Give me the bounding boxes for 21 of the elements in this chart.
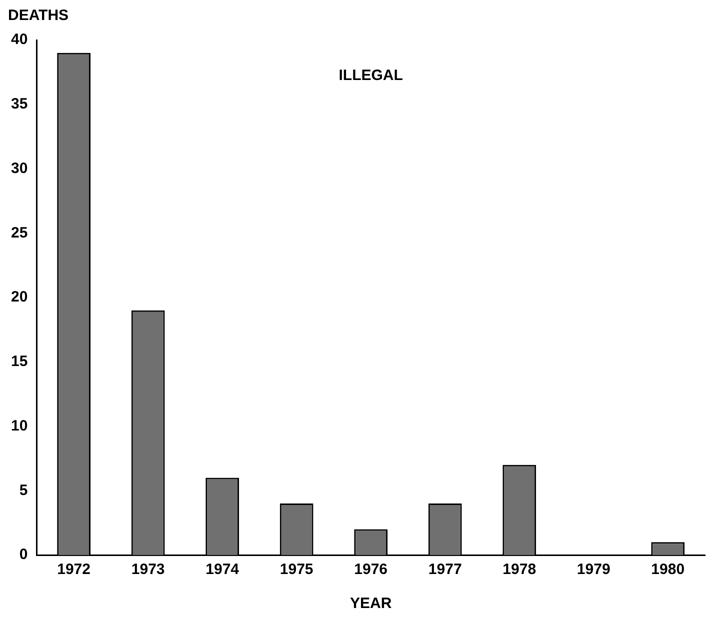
y-tick-label: 30 xyxy=(10,160,28,177)
y-tick-label: 0 xyxy=(19,546,28,564)
y-tick-label: 5 xyxy=(19,482,28,499)
x-tick-label: 1980 xyxy=(651,561,685,578)
x-tick-label: 1973 xyxy=(131,561,165,578)
y-axis-title: DEATHS xyxy=(8,7,69,24)
y-tick-label: 20 xyxy=(10,288,28,306)
x-tick-label: 1978 xyxy=(502,561,536,578)
y-tick-label: 10 xyxy=(10,417,28,434)
y-tick-label: 35 xyxy=(10,96,28,113)
x-tick-label: 1975 xyxy=(280,561,314,578)
x-axis-title: YEAR xyxy=(350,595,392,612)
y-tick-label: 40 xyxy=(10,31,28,48)
y-tick-label: 25 xyxy=(10,224,28,242)
x-tick-label: 1976 xyxy=(354,561,388,578)
x-tick-label: 1974 xyxy=(206,561,240,578)
x-tick-label: 1972 xyxy=(57,561,90,578)
text: ILLEGAL xyxy=(338,67,403,84)
y-tick-label: 15 xyxy=(10,353,28,370)
x-tick-label: 1977 xyxy=(428,561,462,578)
x-tick-label: 1979 xyxy=(576,561,610,578)
